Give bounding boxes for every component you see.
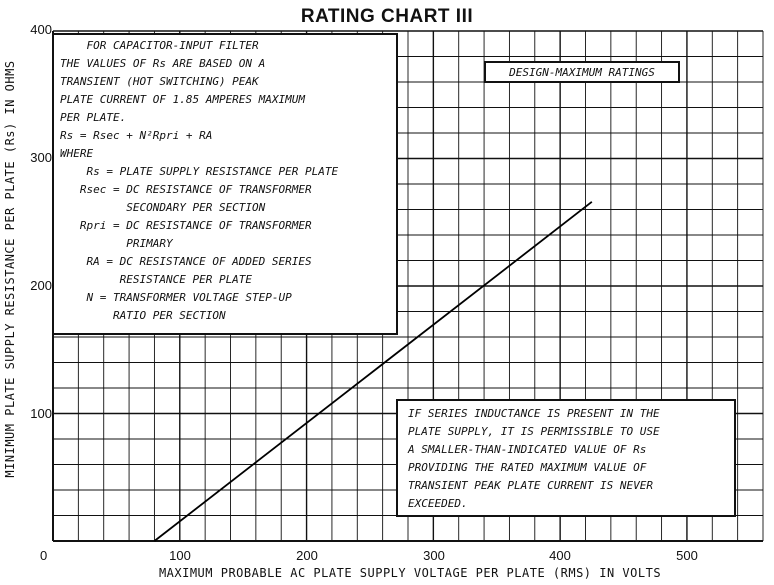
note-line: RESISTANCE PER PLATE (60, 273, 253, 286)
note-line: EXCEEDED. (408, 497, 468, 510)
note-line: IF SERIES INDUCTANCE IS PRESENT IN THE (408, 407, 660, 420)
y-tick-label: 400 (30, 22, 52, 37)
y-tick-label: 100 (30, 406, 52, 421)
x-axis-label: MAXIMUM PROBABLE AC PLATE SUPPLY VOLTAGE… (158, 566, 662, 580)
x-tick-label: 300 (423, 548, 445, 563)
note-line: RATIO PER SECTION (60, 309, 226, 322)
note-line: PLATE SUPPLY, IT IS PERMISSIBLE TO USE (408, 425, 660, 438)
note-line: A SMALLER-THAN-INDICATED VALUE OF Rs (408, 443, 647, 456)
note-line: WHERE (60, 147, 94, 160)
filter-notes-box: FOR CAPACITOR-INPUT FILTER THE VALUES OF… (52, 33, 398, 335)
note-line: THE VALUES OF Rs ARE BASED ON A (60, 57, 266, 70)
note-line: TRANSIENT PEAK PLATE CURRENT IS NEVER (408, 479, 654, 492)
origin-tick-label: 0 (40, 548, 48, 563)
note-line: TRANSIENT (HOT SWITCHING) PEAK (60, 75, 259, 88)
series-line (153, 201, 593, 542)
note-line: PER PLATE. (60, 111, 127, 124)
x-tick-label: 100 (169, 548, 191, 563)
y-axis-label: MINIMUM PLATE SUPPLY RESISTANCE PER PLAT… (3, 60, 17, 478)
note-line: Rsec = DC RESISTANCE OF TRANSFORMER (60, 183, 312, 196)
note-line: PLATE CURRENT OF 1.85 AMPERES MAXIMUM (60, 93, 306, 106)
note-line: SECONDARY PER SECTION (60, 201, 266, 214)
x-tick-label: 400 (549, 548, 571, 563)
note-line: FOR CAPACITOR-INPUT FILTER (60, 39, 259, 52)
x-tick-label: 200 (296, 548, 318, 563)
inductance-note-box: IF SERIES INDUCTANCE IS PRESENT IN THE P… (396, 399, 736, 517)
note-line: N = TRANSFORMER VOLTAGE STEP-UP (60, 291, 292, 304)
y-tick-label: 300 (30, 150, 52, 165)
note-line: PROVIDING THE RATED MAXIMUM VALUE OF (408, 461, 647, 474)
note-line: Rs = Rsec + N²Rpri + RA (60, 129, 213, 142)
y-tick-label: 200 (30, 278, 52, 293)
chart-title: RATING CHART III (300, 6, 474, 27)
x-tick-label: 500 (676, 548, 698, 563)
note-line: Rpri = DC RESISTANCE OF TRANSFORMER (60, 219, 312, 232)
note-line: PRIMARY (60, 237, 173, 250)
note-line: RA = DC RESISTANCE OF ADDED SERIES (60, 255, 312, 268)
design-ratings-box: DESIGN-MAXIMUM RATINGS (484, 61, 680, 83)
chart-series (153, 201, 593, 542)
note-line: Rs = PLATE SUPPLY RESISTANCE PER PLATE (60, 165, 339, 178)
